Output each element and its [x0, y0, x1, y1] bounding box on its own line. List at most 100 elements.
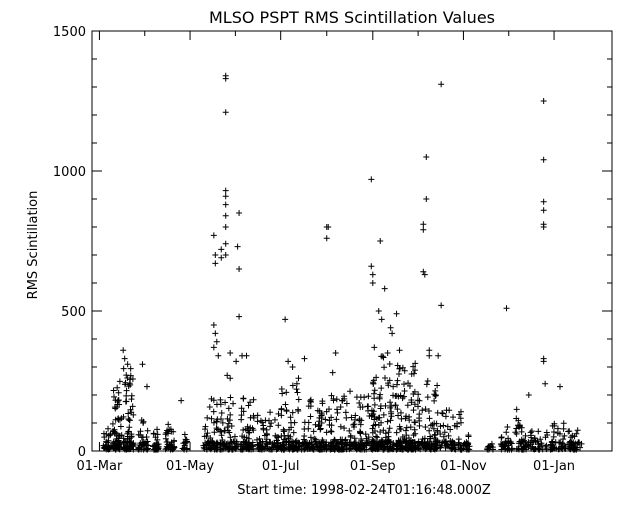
data-point [540, 358, 547, 365]
data-point [373, 433, 380, 440]
data-point [294, 389, 301, 396]
data-point [431, 397, 438, 404]
data-point [464, 441, 471, 448]
data-point [337, 404, 344, 411]
data-point [513, 415, 520, 422]
data-point [439, 410, 446, 417]
data-point [244, 423, 251, 430]
data-point [233, 358, 240, 365]
data-point [274, 440, 281, 447]
data-point [222, 75, 229, 82]
data-point [426, 427, 433, 434]
data-point [438, 302, 445, 309]
data-point [310, 428, 317, 435]
data-point [384, 350, 391, 356]
data-point [356, 443, 363, 450]
data-point [461, 442, 468, 449]
data-point [285, 444, 292, 451]
data-point [359, 404, 366, 411]
data-point [570, 439, 577, 446]
data-point [358, 436, 365, 443]
data-point [224, 415, 231, 422]
data-point [249, 443, 256, 450]
data-point [369, 280, 376, 286]
data-point [289, 409, 296, 416]
data-point [407, 424, 414, 431]
data-point [431, 432, 438, 439]
data-point [380, 354, 387, 361]
data-point [569, 444, 576, 451]
data-point [445, 442, 452, 449]
data-point [222, 187, 229, 194]
data-point [330, 438, 337, 445]
data-point [424, 378, 431, 384]
data-point [139, 434, 146, 441]
data-point [141, 440, 148, 447]
data-point [427, 435, 434, 442]
data-point [397, 409, 404, 416]
data-point [224, 424, 231, 431]
data-point [396, 365, 403, 372]
data-point [438, 81, 445, 88]
data-point [120, 347, 127, 354]
data-point [305, 419, 312, 426]
data-point [445, 432, 452, 439]
data-point [287, 414, 294, 421]
data-point [164, 427, 171, 434]
data-point [218, 246, 225, 253]
data-point [243, 352, 250, 359]
data-point [126, 424, 133, 431]
data-marks [100, 72, 585, 453]
data-point [397, 392, 404, 399]
data-point [398, 415, 405, 422]
data-point [240, 408, 247, 415]
data-point [138, 417, 145, 424]
data-point [222, 445, 229, 452]
data-point [210, 232, 217, 239]
data-point [432, 392, 439, 399]
data-point [219, 419, 226, 426]
data-point [254, 441, 261, 448]
data-point [369, 271, 376, 278]
data-point [124, 374, 131, 381]
data-point [115, 397, 122, 404]
data-point [328, 428, 335, 435]
data-point [238, 412, 245, 419]
data-point [415, 403, 422, 410]
data-point [323, 429, 330, 436]
data-point [231, 441, 238, 448]
data-point [295, 439, 302, 446]
data-point [270, 444, 277, 451]
data-point [104, 439, 111, 446]
data-point [407, 440, 414, 447]
data-point [318, 410, 325, 417]
data-point [238, 405, 245, 412]
data-point [387, 438, 394, 445]
data-point [143, 383, 150, 390]
data-point [283, 389, 290, 396]
data-point [406, 417, 413, 424]
data-point [504, 424, 511, 431]
y-axis-label: RMS Scintillation [26, 191, 41, 300]
data-point [387, 399, 394, 406]
data-point [275, 434, 282, 441]
data-point [346, 427, 353, 434]
data-point [451, 442, 458, 449]
data-point [333, 439, 340, 446]
data-point [397, 426, 404, 433]
data-point [181, 442, 188, 449]
data-point [368, 263, 375, 270]
data-point [317, 443, 324, 450]
data-point [227, 350, 234, 356]
data-point [347, 433, 354, 440]
data-point [522, 443, 529, 450]
data-point [377, 428, 384, 435]
data-point [438, 442, 445, 449]
data-point [319, 398, 326, 405]
data-point [295, 375, 302, 382]
data-point [222, 109, 229, 116]
data-point [202, 426, 209, 433]
data-point [168, 428, 175, 435]
data-point [415, 391, 422, 398]
data-point [385, 380, 392, 387]
